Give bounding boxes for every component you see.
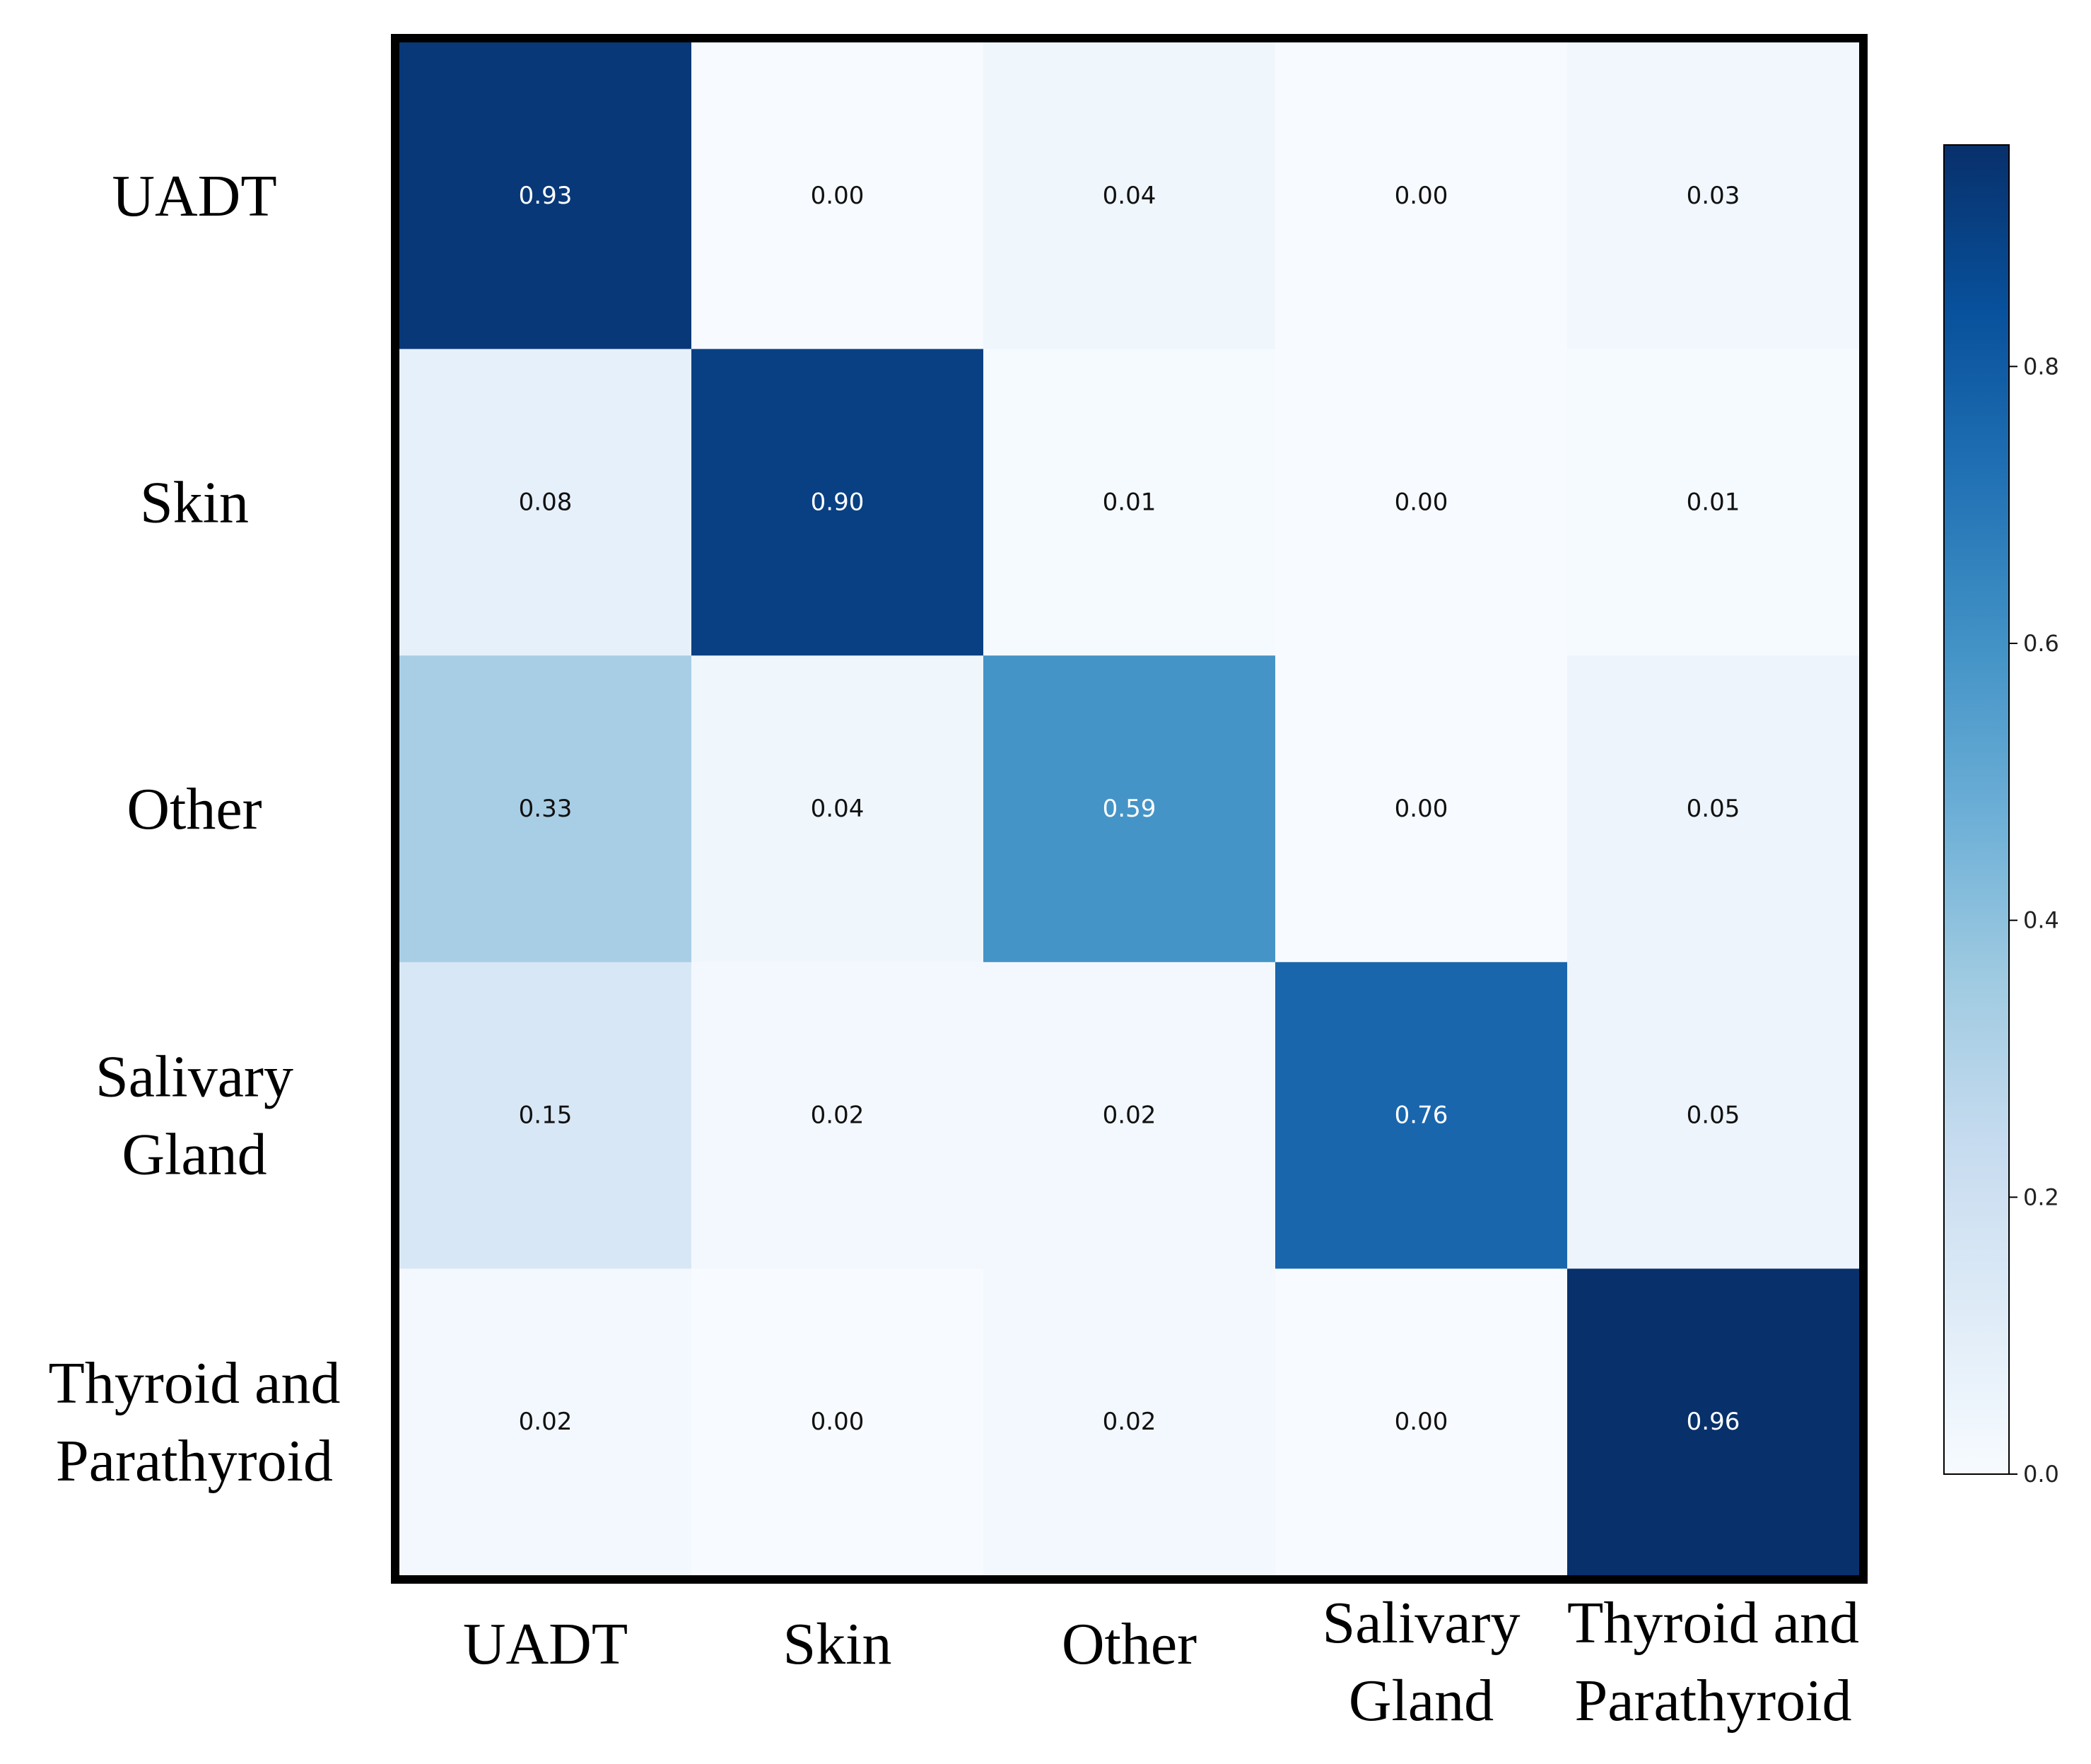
- x-tick-label: Thyroid and Parathyroid: [1567, 1590, 1859, 1734]
- x-tick-labels: UADT Skin Other Salivary Gland Thyroid and Par…: [463, 1590, 1859, 1734]
- cell-value-label: 0.02: [1103, 1408, 1156, 1436]
- x-tick-label: Salivary Gland: [1323, 1590, 1521, 1734]
- cell-value-label: 0.93: [519, 182, 573, 210]
- y-tick-label-line: Parathyroid: [56, 1428, 333, 1494]
- cell-value-label: 0.33: [519, 795, 573, 823]
- heatmap-cell: [691, 349, 984, 656]
- cell-value-label: 0.08: [519, 488, 573, 516]
- x-tick-label-line: Salivary: [1323, 1590, 1521, 1656]
- x-tick-label: UADT: [463, 1611, 628, 1677]
- y-tick-label-line: UADT: [112, 163, 276, 228]
- heatmap-cell: [1567, 655, 1860, 963]
- y-tick-label: Salivary Gland: [95, 1044, 293, 1187]
- y-tick-label: UADT: [112, 163, 276, 228]
- heatmap-cell: [399, 1268, 692, 1576]
- heatmap-cell: [399, 962, 692, 1269]
- y-tick-label: Skin: [140, 469, 249, 535]
- y-tick-label-line: Skin: [140, 469, 249, 535]
- cell-value-label: 0.02: [811, 1102, 865, 1130]
- colorbar-ticks: 0.0 0.2 0.4 0.6 0.8: [2009, 353, 2059, 1488]
- heatmap-cell: [1275, 962, 1568, 1269]
- heatmap-cells: [399, 42, 1860, 1576]
- heatmap-cell: [983, 1268, 1276, 1576]
- cell-value-label: 0.01: [1687, 488, 1740, 516]
- y-tick-label-line: Thyroid and: [49, 1350, 341, 1416]
- cell-value-label: 0.02: [519, 1408, 573, 1436]
- heatmap-cell: [983, 655, 1276, 963]
- colorbar-tick-label: 0.6: [2023, 630, 2059, 657]
- cell-value-label: 0.00: [1395, 795, 1448, 823]
- cell-value-label: 0.00: [811, 182, 865, 210]
- cell-value-label: 0.00: [811, 1408, 865, 1436]
- x-tick-label-line: Other: [1062, 1611, 1197, 1677]
- colorbar-gradient: [1943, 144, 2010, 1475]
- cell-value-label: 0.05: [1687, 795, 1740, 823]
- y-tick-label-line: Gland: [122, 1121, 266, 1187]
- heatmap-cell: [691, 42, 984, 350]
- heatmap-cell: [1567, 42, 1860, 350]
- cell-value-label: 0.59: [1103, 795, 1156, 823]
- x-tick-label-line: Parathyroid: [1575, 1668, 1852, 1734]
- x-tick-label-line: Skin: [783, 1611, 891, 1677]
- colorbar-tick-label: 0.4: [2023, 907, 2059, 934]
- heatmap-cell: [691, 655, 984, 963]
- heatmap-cell: [1567, 1268, 1860, 1576]
- cell-value-label: 0.04: [811, 795, 865, 823]
- heatmap-cell: [691, 1268, 984, 1576]
- cell-value-label: 0.02: [1103, 1102, 1156, 1130]
- x-tick-label: Skin: [783, 1611, 891, 1677]
- heatmap-cell: [399, 349, 692, 656]
- colorbar: 0.0 0.2 0.4 0.6 0.8: [1943, 144, 2059, 1488]
- cell-value-label: 0.00: [1395, 1408, 1448, 1436]
- cell-value-label: 0.05: [1687, 1102, 1740, 1130]
- heatmap-cell: [1275, 1268, 1568, 1576]
- heatmap-cell: [983, 42, 1276, 350]
- cell-value-label: 0.04: [1103, 182, 1156, 210]
- cell-value-label: 0.01: [1103, 488, 1156, 516]
- heatmap-cell: [1567, 962, 1860, 1269]
- x-tick-label-line: UADT: [463, 1611, 628, 1677]
- x-tick-label: Other: [1062, 1611, 1197, 1677]
- heatmap-cell: [1567, 349, 1860, 656]
- y-tick-label: Thyroid and Parathyroid: [49, 1350, 341, 1494]
- y-tick-label: Other: [127, 776, 262, 842]
- cell-value-label: 0.76: [1395, 1102, 1448, 1130]
- heatmap-cell: [399, 655, 692, 963]
- cell-value-label: 0.03: [1687, 182, 1740, 210]
- cell-value-label: 0.00: [1395, 488, 1448, 516]
- heatmap-cell: [691, 962, 984, 1269]
- heatmap-cell: [983, 962, 1276, 1269]
- y-tick-label-line: Salivary: [95, 1044, 293, 1109]
- x-tick-label-line: Gland: [1349, 1668, 1494, 1734]
- colorbar-tick-label: 0.0: [2023, 1461, 2059, 1488]
- cell-value-label: 0.00: [1395, 182, 1448, 210]
- cell-value-label: 0.15: [519, 1102, 573, 1130]
- heatmap-cell-labels: 0.93 0.00 0.04 0.00 0.03 0.08 0.90 0.01 0.00 0.01…: [519, 182, 1740, 1436]
- heatmap-cell: [983, 349, 1276, 656]
- cell-value-label: 0.96: [1687, 1408, 1740, 1436]
- colorbar-tick-label: 0.8: [2023, 353, 2059, 380]
- heatmap-cell: [1275, 349, 1568, 656]
- heatmap-cell: [1275, 42, 1568, 350]
- heatmap-cell: [1275, 655, 1568, 963]
- x-tick-label-line: Thyroid and: [1567, 1590, 1859, 1656]
- colorbar-tick-label: 0.2: [2023, 1184, 2059, 1210]
- heatmap-frame: [391, 34, 1868, 1584]
- heatmap-cell: [399, 42, 692, 350]
- y-tick-labels: UADT Skin Other Salivary Gland Thyroid and Par…: [49, 163, 341, 1493]
- cell-value-label: 0.90: [811, 488, 865, 516]
- y-tick-label-line: Other: [127, 776, 262, 842]
